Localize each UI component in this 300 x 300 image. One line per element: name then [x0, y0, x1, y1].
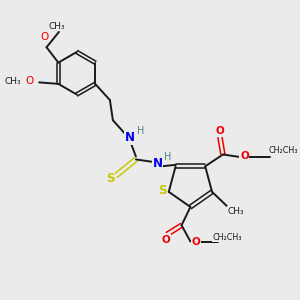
Text: CH₂CH₃: CH₂CH₃ [269, 146, 298, 155]
Text: O: O [40, 32, 49, 42]
Text: CH₃: CH₃ [227, 207, 244, 216]
Text: N: N [125, 131, 135, 144]
Text: CH₃: CH₃ [4, 77, 21, 86]
Text: O: O [216, 127, 225, 136]
Text: N: N [152, 158, 163, 170]
Text: O: O [26, 76, 34, 86]
Text: CH₃: CH₃ [49, 22, 65, 31]
Text: H: H [164, 152, 172, 162]
Text: H: H [136, 126, 144, 136]
Text: O: O [162, 235, 171, 245]
Text: CH₂CH₃: CH₂CH₃ [213, 232, 242, 242]
Text: S: S [106, 172, 115, 185]
Text: O: O [240, 151, 249, 161]
Text: S: S [158, 184, 166, 197]
Text: O: O [191, 237, 200, 247]
